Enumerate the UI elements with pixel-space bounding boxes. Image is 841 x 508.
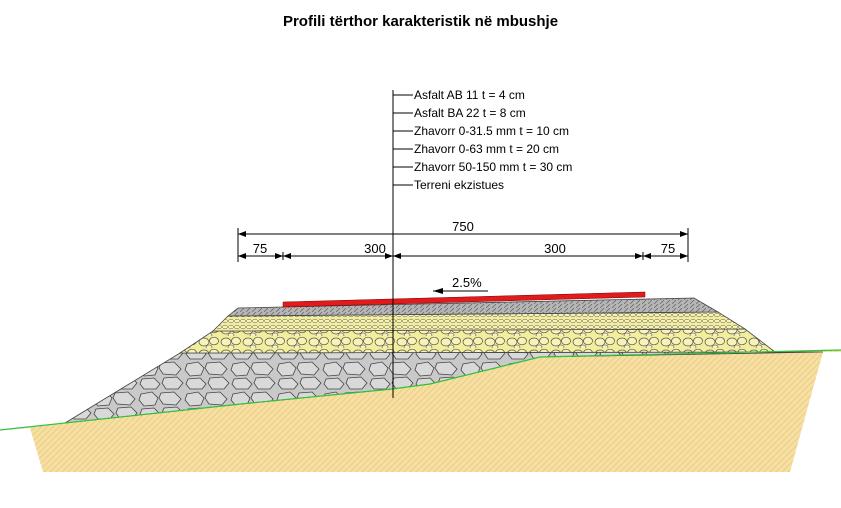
layer-label-terrain: Terreni ekzistues [414, 178, 504, 192]
slope-indicator: 2.5% [433, 275, 488, 294]
layer-label-0-31-5: Zhavorr 0-31.5 mm t = 10 cm [414, 124, 569, 138]
terrain-existing [0, 350, 841, 472]
dimension-right-lane: 300 [544, 241, 566, 256]
slope-label: 2.5% [452, 275, 482, 290]
ground-line [0, 349, 841, 431]
layer-gravel-0-63 [178, 328, 777, 354]
page-title: Profili tërthor karakteristik në mbushje [282, 13, 559, 30]
layer-label-ba22: Asfalt BA 22 t = 8 cm [414, 106, 526, 120]
layer-label-50-150: Zhavorr 50-150 mm t = 30 cm [414, 160, 572, 174]
dimension-segments: 75 300 300 75 [238, 231, 688, 260]
layer-label-0-63: Zhavorr 0-63 mm t = 20 cm [414, 142, 559, 156]
dimension-left-lane: 300 [364, 241, 386, 256]
dimension-total: 750 [237, 219, 689, 262]
layer-asphalt-ab-11 [282, 291, 646, 308]
dimension-total-label: 750 [452, 219, 474, 234]
dimension-left-shoulder: 75 [253, 241, 267, 256]
layer-legend: Asfalt AB 11 t = 4 cm Asfalt BA 22 t = 8… [393, 88, 572, 192]
layer-label-ab11: Asfalt AB 11 t = 4 cm [414, 88, 525, 102]
layer-asphalt-ba-22 [226, 297, 720, 317]
dimension-right-shoulder: 75 [661, 241, 675, 256]
